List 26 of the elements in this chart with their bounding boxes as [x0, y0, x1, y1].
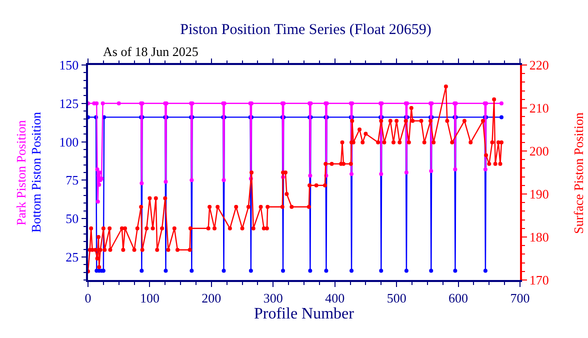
text: Bottom Piston Position — [28, 112, 44, 233]
x-tick-label: 300 — [263, 290, 283, 306]
x-axis-title: Profile Number — [254, 305, 355, 322]
x-tick-label: 700 — [510, 290, 530, 306]
y2-tick-label: 170 — [529, 272, 549, 288]
x-tick-label: 500 — [386, 290, 406, 306]
chart-title: Piston Position Time Series (Float 20659) — [180, 22, 432, 38]
y2-tick-label: 190 — [529, 186, 549, 202]
x-tick-label: 400 — [325, 290, 345, 306]
y-tick-label: 100 — [59, 134, 79, 150]
x-tick-label: 0 — [84, 290, 92, 306]
x-tick-label: 200 — [202, 290, 222, 306]
y-tick-label: 150 — [59, 58, 79, 73]
y2-tick-label: 210 — [529, 100, 549, 116]
y-tick-label: 50 — [66, 211, 79, 226]
text: Surface Piston Position — [570, 112, 586, 234]
y-tick-label: 125 — [59, 96, 79, 111]
y2-tick-label: 200 — [529, 144, 549, 159]
chart-subtitle: As of 18 Jun 2025 — [103, 44, 198, 59]
x-tick-label: 100 — [140, 290, 160, 306]
y-tick-label: 25 — [66, 250, 79, 265]
y-tick-label: 75 — [66, 172, 79, 188]
y2-tick-label: 220 — [529, 58, 549, 73]
y2-tick-label: 180 — [529, 230, 549, 245]
x-tick-label: 600 — [448, 290, 468, 306]
text: Park Piston Position — [14, 120, 29, 226]
